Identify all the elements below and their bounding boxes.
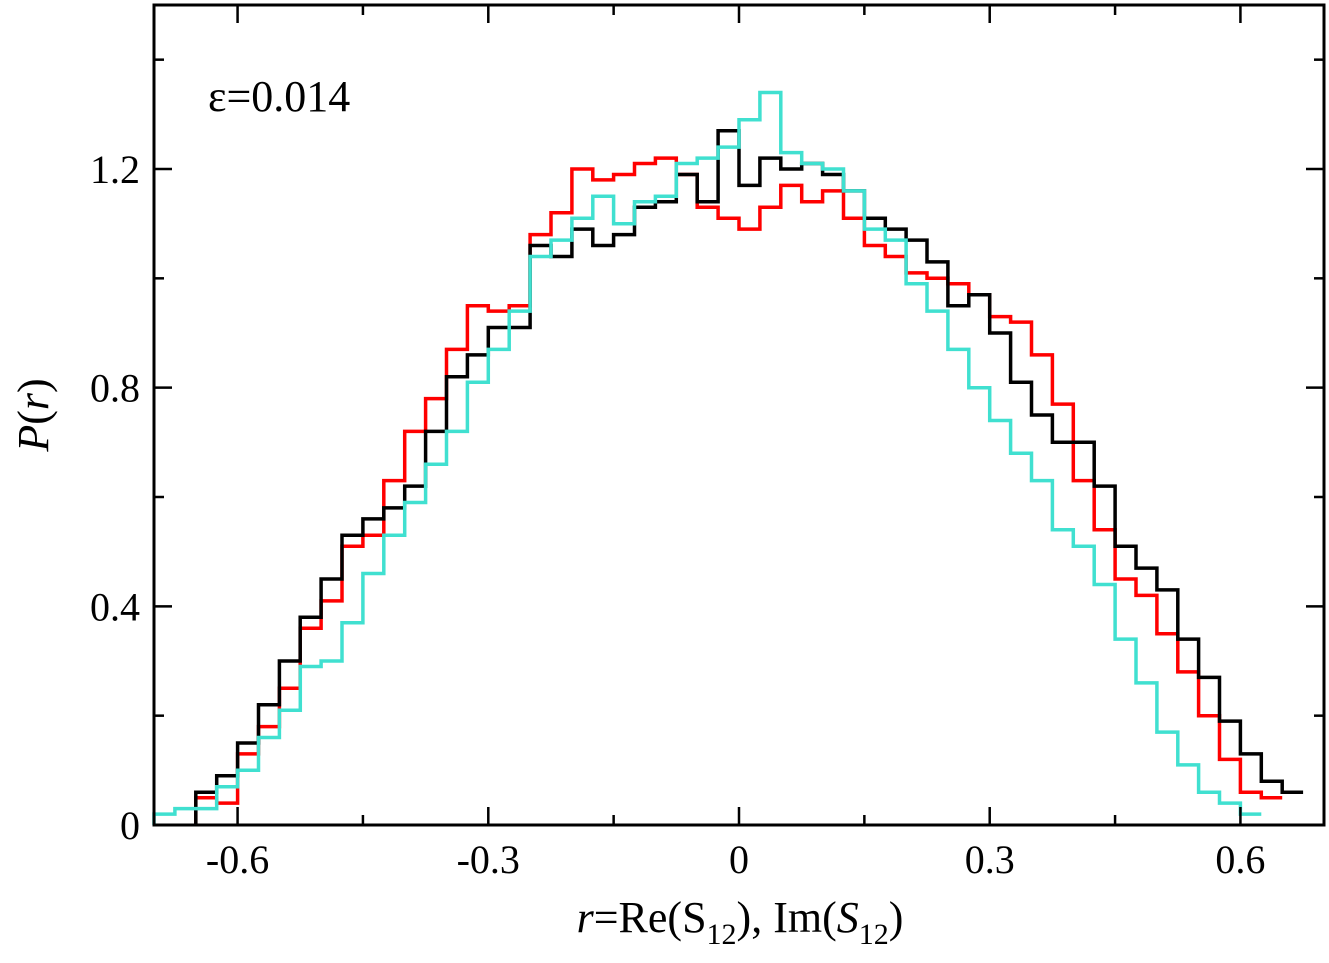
y-tick-label: 0.8 xyxy=(90,366,140,411)
y-tick-label: 1.2 xyxy=(90,147,140,192)
series-layer xyxy=(152,90,1304,825)
x-tick-label: -0.3 xyxy=(457,837,520,882)
series-black-line xyxy=(194,128,1304,825)
epsilon-annotation: ε=0.014 xyxy=(208,72,350,121)
y-axis-title: P(r) xyxy=(9,378,58,452)
y-tick-label: 0 xyxy=(120,803,140,848)
x-tick-label: 0 xyxy=(729,837,749,882)
x-tick-label: 0.6 xyxy=(1215,837,1265,882)
tick-labels: -0.6 -0.3 0 0.3 0.6 0 0.4 0.8 1.2 xyxy=(90,147,1265,882)
y-tick-label: 0.4 xyxy=(90,584,140,629)
x-tick-label: 0.3 xyxy=(965,837,1015,882)
x-tick-label: -0.6 xyxy=(206,837,269,882)
series-red-line xyxy=(194,156,1283,825)
ticks xyxy=(154,5,1324,827)
series-cyan-line xyxy=(152,90,1262,825)
x-axis-title: r=Re(S12), Im(S12) xyxy=(577,893,904,951)
